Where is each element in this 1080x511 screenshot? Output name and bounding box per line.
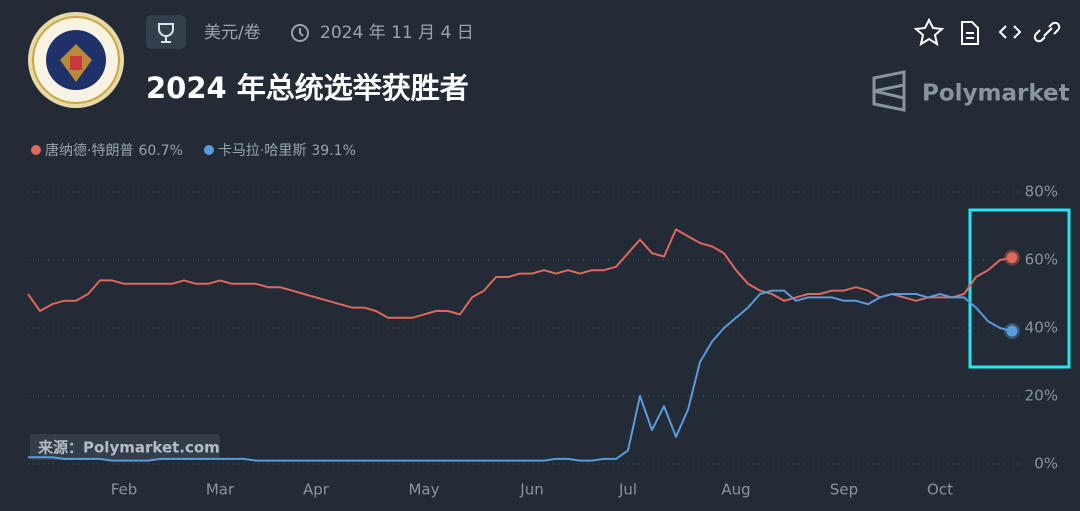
star-button[interactable] [913, 17, 945, 47]
link-button[interactable] [1033, 21, 1061, 43]
x-tick-label: May [408, 481, 439, 499]
seal-icon [28, 12, 124, 108]
x-tick-label: Jun [519, 481, 543, 499]
category-label: 美元/卷 [204, 23, 261, 43]
brand-name: Polymarket [922, 81, 1070, 107]
y-tick-label: 60% [1025, 251, 1058, 269]
x-tick-label: Mar [206, 481, 235, 499]
series-line [27, 228, 1013, 319]
legend-value: 60.7% [138, 143, 182, 159]
x-tick-label: Jul [618, 481, 637, 499]
legend-value: 39.1% [311, 143, 355, 159]
badge [146, 15, 186, 49]
doc-button[interactable] [961, 21, 979, 45]
legend-swatch [31, 145, 41, 155]
x-tick-label: Apr [303, 481, 330, 499]
brand-logo [872, 70, 906, 112]
series-line [28, 289, 1013, 462]
watermark: 来源：Polymarket.com [37, 439, 220, 457]
x-tick-label: Oct [927, 481, 953, 499]
y-tick-label: 80% [1025, 183, 1058, 201]
trophy-icon [158, 23, 174, 43]
clock-hand [299, 28, 304, 37]
y-tick-label: 40% [1025, 319, 1058, 337]
y-tick-label: 20% [1025, 387, 1058, 405]
y-tick-label: 0% [1034, 455, 1058, 473]
legend-name: 唐纳德·特朗普 [45, 142, 133, 159]
highlight-box [968, 208, 1071, 369]
clock-icon [291, 24, 309, 42]
legend-swatch [203, 145, 214, 155]
title: 2024 年总统选举获胜者 [146, 71, 469, 105]
watermark-bg [30, 434, 220, 460]
x-tick-label: Aug [721, 481, 750, 499]
date-label: 2024 年 11 月 4 日 [320, 23, 474, 43]
legend-name: 卡马拉·哈里斯 [218, 143, 306, 159]
end-dot [1006, 252, 1018, 264]
embed-button[interactable] [998, 25, 1022, 39]
end-dot [1006, 325, 1018, 337]
x-tick-label: Sep [830, 481, 858, 499]
x-tick-label: Feb [111, 481, 138, 499]
